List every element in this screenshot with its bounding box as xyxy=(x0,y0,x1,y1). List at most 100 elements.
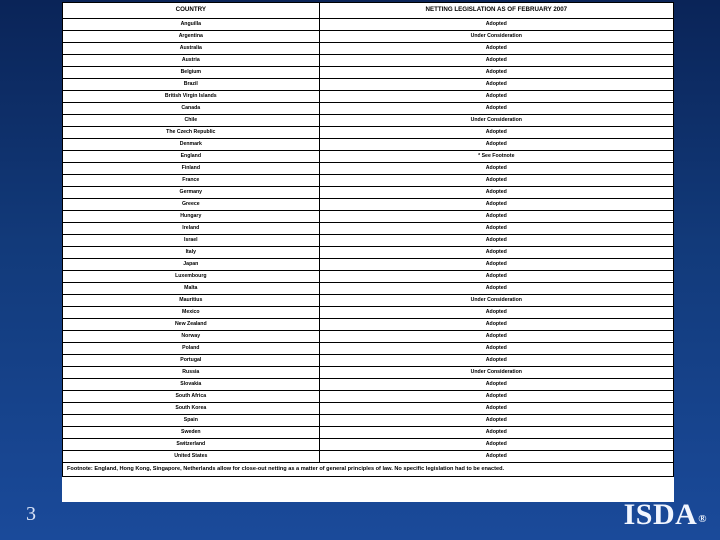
table-row: AnguillaAdopted xyxy=(63,19,674,31)
table-row: FranceAdopted xyxy=(63,175,674,187)
table-row: AustraliaAdopted xyxy=(63,43,674,55)
cell-country: Italy xyxy=(63,247,320,259)
cell-country: Slovakia xyxy=(63,379,320,391)
cell-status: Adopted xyxy=(319,331,673,343)
header-status: NETTING LEGISLATION AS OF FEBRUARY 2007 xyxy=(319,3,673,19)
table-row: PortugalAdopted xyxy=(63,355,674,367)
cell-country: Denmark xyxy=(63,139,320,151)
cell-country: Austria xyxy=(63,55,320,67)
table-row: SlovakiaAdopted xyxy=(63,379,674,391)
cell-status: Adopted xyxy=(319,235,673,247)
cell-status: Adopted xyxy=(319,19,673,31)
table-row: MaltaAdopted xyxy=(63,283,674,295)
cell-status: Adopted xyxy=(319,391,673,403)
table-row: NorwayAdopted xyxy=(63,331,674,343)
page-number: 3 xyxy=(26,503,36,526)
cell-status: Adopted xyxy=(319,139,673,151)
table-row: IsraelAdopted xyxy=(63,235,674,247)
cell-country: Israel xyxy=(63,235,320,247)
table-row: DenmarkAdopted xyxy=(63,139,674,151)
cell-status: Adopted xyxy=(319,259,673,271)
cell-country: Brazil xyxy=(63,79,320,91)
table-row: The Czech RepublicAdopted xyxy=(63,127,674,139)
cell-status: Adopted xyxy=(319,271,673,283)
cell-country: Poland xyxy=(63,343,320,355)
table-row: New ZealandAdopted xyxy=(63,319,674,331)
cell-country: Spain xyxy=(63,415,320,427)
table-row: IrelandAdopted xyxy=(63,223,674,235)
table-header-row: COUNTRY NETTING LEGISLATION AS OF FEBRUA… xyxy=(63,3,674,19)
cell-status: Adopted xyxy=(319,91,673,103)
cell-status: Adopted xyxy=(319,451,673,463)
cell-status: Adopted xyxy=(319,247,673,259)
cell-country: The Czech Republic xyxy=(63,127,320,139)
table-row: ArgentinaUnder Consideration xyxy=(63,31,674,43)
cell-status: Adopted xyxy=(319,307,673,319)
cell-status: Adopted xyxy=(319,67,673,79)
cell-status: Adopted xyxy=(319,187,673,199)
cell-country: Japan xyxy=(63,259,320,271)
table-row: MauritiusUnder Consideration xyxy=(63,295,674,307)
cell-status: Adopted xyxy=(319,223,673,235)
slide-background: COUNTRY NETTING LEGISLATION AS OF FEBRUA… xyxy=(0,0,720,540)
table-row: GermanyAdopted xyxy=(63,187,674,199)
logo-text: ISDA xyxy=(624,498,698,531)
cell-country: Switzerland xyxy=(63,439,320,451)
cell-status: Adopted xyxy=(319,403,673,415)
cell-country: France xyxy=(63,175,320,187)
cell-status: Adopted xyxy=(319,355,673,367)
cell-country: Ireland xyxy=(63,223,320,235)
cell-status: Adopted xyxy=(319,199,673,211)
cell-country: United States xyxy=(63,451,320,463)
cell-status: * See Footnote xyxy=(319,151,673,163)
table-row: BelgiumAdopted xyxy=(63,67,674,79)
cell-status: Adopted xyxy=(319,103,673,115)
table-row: JapanAdopted xyxy=(63,259,674,271)
table-row: HungaryAdopted xyxy=(63,211,674,223)
table-row: BrazilAdopted xyxy=(63,79,674,91)
cell-country: Russia xyxy=(63,367,320,379)
table-row: England* See Footnote xyxy=(63,151,674,163)
table-row: LuxembourgAdopted xyxy=(63,271,674,283)
cell-country: Luxembourg xyxy=(63,271,320,283)
footnote-row: Footnote: England, Hong Kong, Singapore,… xyxy=(63,463,674,477)
table-row: United StatesAdopted xyxy=(63,451,674,463)
cell-country: British Virgin Islands xyxy=(63,91,320,103)
table-row: FinlandAdopted xyxy=(63,163,674,175)
table-container: COUNTRY NETTING LEGISLATION AS OF FEBRUA… xyxy=(62,2,674,502)
cell-country: Mexico xyxy=(63,307,320,319)
isda-logo: ISDA® xyxy=(624,498,706,532)
cell-status: Adopted xyxy=(319,379,673,391)
cell-status: Adopted xyxy=(319,319,673,331)
table-row: CanadaAdopted xyxy=(63,103,674,115)
cell-country: Finland xyxy=(63,163,320,175)
cell-status: Adopted xyxy=(319,427,673,439)
cell-country: Australia xyxy=(63,43,320,55)
cell-status: Adopted xyxy=(319,175,673,187)
cell-country: Sweden xyxy=(63,427,320,439)
table-row: SwedenAdopted xyxy=(63,427,674,439)
netting-legislation-table: COUNTRY NETTING LEGISLATION AS OF FEBRUA… xyxy=(62,2,674,477)
cell-country: Malta xyxy=(63,283,320,295)
cell-country: Belgium xyxy=(63,67,320,79)
cell-status: Adopted xyxy=(319,283,673,295)
cell-status: Adopted xyxy=(319,43,673,55)
logo-registered-mark: ® xyxy=(698,513,707,525)
cell-country: Hungary xyxy=(63,211,320,223)
cell-country: Canada xyxy=(63,103,320,115)
cell-status: Under Consideration xyxy=(319,31,673,43)
cell-status: Adopted xyxy=(319,343,673,355)
cell-country: Germany xyxy=(63,187,320,199)
cell-country: England xyxy=(63,151,320,163)
table-row: RussiaUnder Consideration xyxy=(63,367,674,379)
footnote-text: Footnote: England, Hong Kong, Singapore,… xyxy=(63,463,674,477)
cell-status: Adopted xyxy=(319,55,673,67)
cell-country: New Zealand xyxy=(63,319,320,331)
cell-country: Norway xyxy=(63,331,320,343)
cell-country: South Korea xyxy=(63,403,320,415)
table-row: British Virgin IslandsAdopted xyxy=(63,91,674,103)
cell-country: Portugal xyxy=(63,355,320,367)
cell-status: Adopted xyxy=(319,211,673,223)
cell-status: Adopted xyxy=(319,163,673,175)
table-row: SpainAdopted xyxy=(63,415,674,427)
